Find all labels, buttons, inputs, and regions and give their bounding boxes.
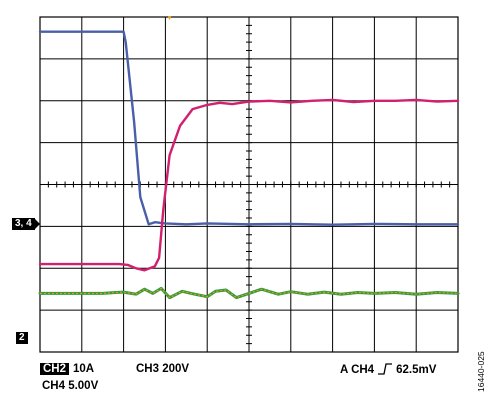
channel-3-trace-point (290, 223, 292, 225)
channel-4-trace-point (248, 100, 250, 103)
channel-4-trace-point (191, 108, 194, 110)
channel-3-trace-point (154, 221, 156, 223)
channel-4-trace-point (394, 99, 397, 102)
figure-id: 16440-025 (476, 351, 486, 392)
channel-3-trace-point (206, 222, 208, 225)
channel-3-trace-point (415, 223, 418, 226)
channel-2-trace-point (457, 292, 459, 295)
channel-3-trace (38, 30, 460, 226)
channel-2-trace-point (290, 290, 292, 293)
channel-2-trace-point (373, 292, 376, 295)
channel-4-trace-point (218, 102, 221, 104)
channel-4-trace-point (231, 103, 234, 105)
channel-4-trace-point (179, 125, 181, 127)
channel-2-badge: CH2 (40, 363, 70, 375)
trigger-level: 62.5mV (396, 364, 437, 376)
channel-4-trace-point (168, 154, 171, 156)
waveform-traces (38, 30, 460, 300)
channel-3-trace-point (139, 196, 142, 198)
channel-3-trace-point (164, 222, 167, 225)
channel-3-trace-point (124, 41, 127, 43)
trigger-marker (167, 16, 172, 20)
channel-4-trace-point (436, 100, 438, 103)
trigger-source: A CH4 (340, 364, 375, 376)
channel-4-trace-point (352, 101, 355, 103)
channel-3-trace-point (373, 223, 376, 225)
channel-2-trace-point (101, 292, 104, 295)
channel-4-trace-point (158, 256, 160, 259)
channel-2-trace-point (214, 290, 217, 293)
channel-4-trace-point (457, 99, 459, 102)
channel-2-trace-point (356, 291, 359, 294)
channel-2-trace-point (114, 291, 117, 294)
channel-4-trace-point (331, 99, 334, 101)
graticule (39, 16, 459, 353)
channel-3-trace-point (39, 30, 41, 33)
channel-3-trace-point (133, 120, 135, 123)
channel-4-trace-point (126, 264, 129, 266)
channel-4-trace-point (39, 263, 41, 265)
channel-3-trace-point (457, 223, 459, 226)
channel-3-trace-point (248, 223, 250, 226)
channel-3-4-marker-tip (34, 218, 40, 230)
channel-4-trace-point (373, 99, 376, 102)
channel-2-trace-point (277, 293, 280, 296)
channel-3-4-marker: 3, 4 (12, 218, 35, 230)
channel-2-status: CH2 10A (40, 363, 94, 375)
channel-4-trace-point (118, 263, 121, 265)
trigger-position-marker (167, 16, 172, 20)
channel-4-trace-point (135, 267, 137, 270)
channel-2-marker: 2 (16, 332, 28, 344)
channel-4-status: CH4 5.00V (42, 380, 99, 392)
channel-2-trace-point (235, 296, 238, 299)
channel-4-trace-point (154, 265, 156, 267)
channel-2-scale: 10A (73, 363, 95, 375)
channel-2-overlay-trace (40, 287, 459, 299)
channel-4-trace-point (143, 269, 146, 272)
channel-3-status: CH3 200V (136, 363, 190, 375)
channel-4-trace-point (162, 208, 165, 211)
rising-edge-icon (378, 363, 393, 375)
channel-4-trace-point (206, 104, 208, 106)
channel-3-trace-point (185, 223, 188, 226)
trigger-status: A CH4 62.5mV (340, 363, 436, 376)
channel-3-trace-point (331, 223, 334, 226)
channel-3-trace-point (122, 30, 125, 33)
channel-4-trace-point (415, 99, 418, 101)
channel-4-trace-point (310, 99, 313, 102)
channel-3-trace-point (147, 223, 150, 226)
channel-4-trace-point (269, 99, 271, 102)
channel-4-trace-point (290, 101, 292, 104)
